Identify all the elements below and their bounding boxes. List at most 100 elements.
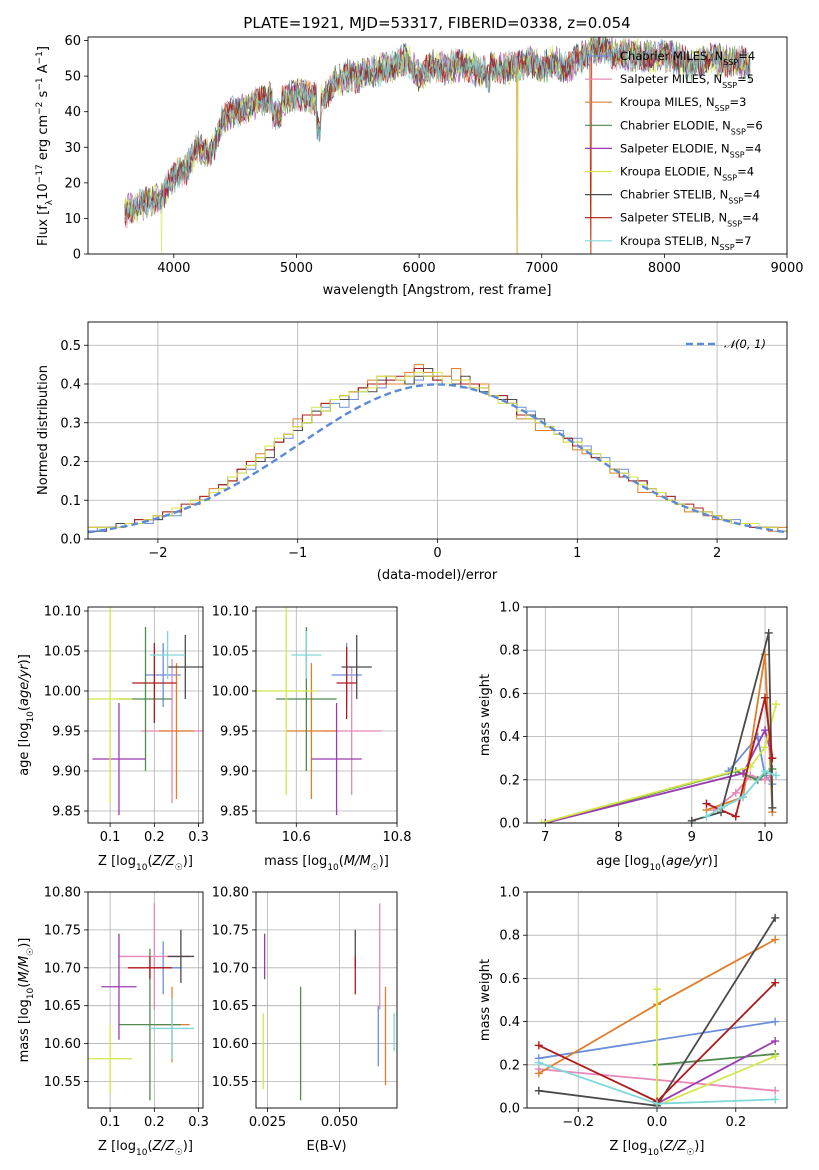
x-tick-label: 7 [541,830,549,845]
label-part: A [36,64,51,77]
errorbar-chabrier-stelib [167,635,203,699]
residuals-axes: −2 −1 0 1 2 0.0 0.1 0.2 0.3 0.4 0.5 [60,322,788,561]
weight-vs-age-frame [526,606,788,824]
histogram-kroupa-elodie [88,371,787,539]
y-tick-label: 50 [64,70,81,85]
legend-text: Kroupa ELODIE, N [620,165,722,179]
y-tick-label: 0.6 [499,972,520,987]
label-part: ☉ [175,863,183,873]
y-tick-label: 10.05 [212,645,249,660]
y-tick-label: 10.65 [44,999,81,1014]
errorbar-kroupa-stelib [291,631,322,679]
x-axis-label: E(B-V) [306,1139,346,1154]
y-axis-label: mass weight [478,959,493,1041]
label-part: 10 [136,863,148,873]
legend-sub: SSP [722,173,737,182]
legend-text: Chabrier ELODIE, N [620,118,731,132]
label-part: wavelength [Angstrom, rest frame] [323,283,552,298]
legend-sub: SSP [731,127,746,136]
errorbar-chabrier-miles [145,643,181,707]
label-part: 10 [647,1148,659,1158]
y-tick-label: 10.00 [212,685,249,700]
y-tick-label: 10.05 [44,645,81,660]
age-vs-Z-axes: 0.1 0.2 0.3 9.85 9.90 9.95 10.00 10.05 10.10 [44,605,209,846]
x-tick-label: 6000 [403,261,436,276]
label-part: ( [659,1139,664,1154]
label-part: (data-model)/error [377,568,498,583]
label-part: 10 [36,183,51,200]
legend-count: =3 [730,95,747,109]
label-part: Z/Z [152,854,176,869]
x-tick-label: 0.050 [321,1115,358,1130]
y-tick-label: 0.0 [499,1102,520,1117]
errorbar-chabrier-stelib [167,929,195,983]
legend-entry-normal: 𝒩(0, 1) [724,337,766,351]
label-part: ☉ [26,948,36,956]
legend-text: Kroupa STELIB, N [620,234,720,248]
label-part: Z [log [610,1139,648,1154]
x-tick-label: 4000 [157,261,190,276]
y-tick-label: 10.70 [44,961,81,976]
x-tick-label: 0.0 [647,1115,668,1130]
label-part: 10 [327,863,339,873]
y-tick-label: 10.10 [44,605,81,620]
spectrum-legend: Chabrier MILES, NSSP=4 Salpeter MILES, NS… [585,49,763,251]
label-part: 10 [26,987,36,999]
label-part: E(B-V) [306,1139,346,1154]
errorbar-salpeter-stelib [127,956,173,980]
y-axis-label: mass [log10(M/M☉)] [17,938,36,1063]
x-tick-label: 1 [573,546,581,561]
mass-vs-Z-axes: 0.1 0.2 0.3 10.55 10.60 10.65 10.70 10.75 10.80 [44,886,209,1131]
spectrum-line-kroupa-stelib [124,37,751,221]
y-tick-label: 10.60 [212,1037,249,1052]
label-part: ( [661,854,666,869]
label-part: erg cm [36,115,51,164]
label-part: s [36,90,51,101]
legend-count: =4 [737,165,754,179]
y-tick-label: 0.3 [60,416,81,431]
x-tick-label: 8 [614,830,622,845]
legend-count: =4 [738,49,755,63]
y-axis-label: Flux [fλ10−17 erg cm−2 s−1 A−1] [35,46,55,246]
label-part: ] [36,46,51,51]
errorbar-kroupa-elodie [256,607,317,795]
errorbar-kroupa-stelib [149,631,186,679]
y-tick-label: 40 [64,105,81,120]
label-part: Z [log [98,854,136,869]
y-tick-label: 10.55 [212,1075,249,1090]
x-tick-label: 0.3 [188,1115,209,1130]
label-part: age/yr [666,854,709,869]
legend-count: =4 [745,141,762,155]
x-tick-label: 0.3 [188,830,209,845]
y-tick-label: 10.55 [44,1075,81,1090]
x-tick-label: 5000 [280,261,313,276]
y-tick-label: 0.8 [499,644,520,659]
y-tick-label: 10.80 [44,886,81,901]
y-tick-label: 10 [64,212,81,227]
legend-entry: Chabrier MILES, NSSP=4 [620,49,755,67]
legend-text: Salpeter ELODIE, N [620,141,730,155]
y-tick-label: 1.0 [499,601,520,616]
y-tick-label: 10.65 [212,999,249,1014]
y-tick-label: 0.4 [499,1015,520,1030]
y-tick-label: 0.2 [499,1058,520,1073]
legend-entry: Kroupa ELODIE, NSSP=4 [620,165,754,183]
residuals-frame [87,321,788,540]
x-axis-label: Z [log10(Z/Z☉)] [610,1139,705,1158]
errorbar-salpeter-elodie [101,933,137,1040]
x-tick-label: 0.2 [144,1115,165,1130]
label-part: ( [17,706,32,711]
y-tick-label: 10.00 [44,685,81,700]
y-tick-label: 0.2 [60,455,81,470]
x-tick-label: 10.6 [282,830,311,845]
label-part: −17 [35,164,45,183]
y-tick-label: 9.85 [220,805,249,820]
label-part: ( [339,854,344,869]
y-tick-label: 9.90 [220,765,249,780]
x-tick-label: 0.2 [144,830,165,845]
label-part: M/M [17,956,32,983]
x-tick-label: 9 [688,830,696,845]
legend-count: =7 [735,234,752,248]
y-tick-label: 0.4 [60,378,81,393]
legend-entry: Salpeter MILES, NSSP=5 [620,72,754,90]
